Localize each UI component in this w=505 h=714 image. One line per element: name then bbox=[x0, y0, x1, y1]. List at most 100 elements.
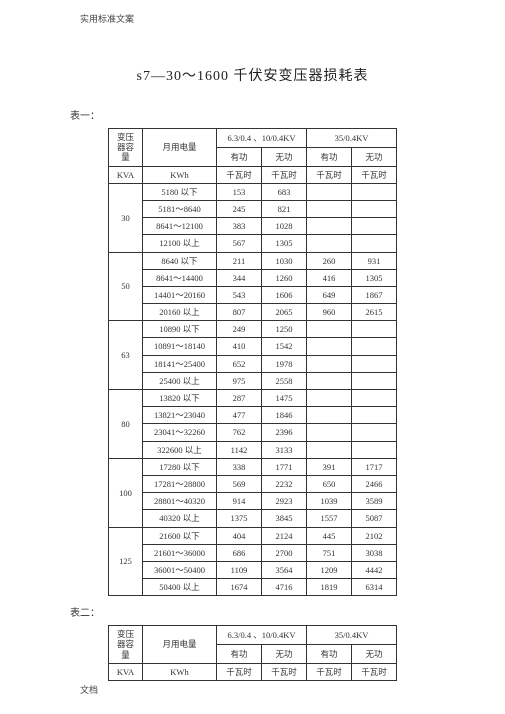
cell-usage: 322600 以上 bbox=[143, 441, 217, 458]
cell-usage: 17280 以下 bbox=[143, 458, 217, 475]
cell-usage: 8641～14400 bbox=[143, 269, 217, 286]
cell-usage: 50400 以上 bbox=[143, 579, 217, 596]
table-row: 25400 以上9752558 bbox=[109, 372, 397, 389]
cell-value: 391 bbox=[307, 458, 352, 475]
cell-value: 2232 bbox=[262, 475, 307, 492]
cell-value: 338 bbox=[217, 458, 262, 475]
cell-value: 3038 bbox=[352, 544, 397, 561]
cell-value: 5087 bbox=[352, 510, 397, 527]
th-usage: 月用电量 bbox=[143, 626, 217, 664]
th-unit: 千瓦时 bbox=[217, 166, 262, 183]
cell-value: 1030 bbox=[262, 252, 307, 269]
th-unit: 千瓦时 bbox=[352, 166, 397, 183]
table-row: 12521600 以下40421244452102 bbox=[109, 527, 397, 544]
cell-value bbox=[352, 407, 397, 424]
th-unit: 千瓦时 bbox=[262, 663, 307, 680]
th-unit: 千瓦时 bbox=[217, 663, 262, 680]
cell-value: 2615 bbox=[352, 304, 397, 321]
th-capacity: 变压器容量 bbox=[109, 129, 143, 167]
cell-value: 416 bbox=[307, 269, 352, 286]
cell-value: 3564 bbox=[262, 561, 307, 578]
cell-value: 914 bbox=[217, 493, 262, 510]
table-row: 8641～121003831028 bbox=[109, 218, 397, 235]
cell-value bbox=[307, 355, 352, 372]
cell-value: 751 bbox=[307, 544, 352, 561]
th-kva: KVA bbox=[109, 663, 143, 680]
table-row: 508640 以下2111030260931 bbox=[109, 252, 397, 269]
cell-value: 2466 bbox=[352, 475, 397, 492]
th-v1: 6.3/0.4 、10/0.4KV bbox=[217, 129, 307, 148]
cell-value bbox=[307, 407, 352, 424]
cell-value bbox=[307, 235, 352, 252]
cell-value: 2558 bbox=[262, 372, 307, 389]
cell-value: 686 bbox=[217, 544, 262, 561]
cell-usage: 21601～36000 bbox=[143, 544, 217, 561]
table-row: 17281～2880056922326502466 bbox=[109, 475, 397, 492]
table-row: 8641～1440034412604161305 bbox=[109, 269, 397, 286]
cell-value bbox=[352, 200, 397, 217]
cell-value bbox=[352, 372, 397, 389]
cell-value bbox=[307, 321, 352, 338]
cell-value: 1109 bbox=[217, 561, 262, 578]
cell-value: 1557 bbox=[307, 510, 352, 527]
cell-value bbox=[307, 200, 352, 217]
cell-value bbox=[307, 183, 352, 200]
loss-table-2: 变压器容量月用电量6.3/0.4 、10/0.4KV35/0.4KV有功无功有功… bbox=[108, 625, 397, 681]
cell-usage: 5181～8640 bbox=[143, 200, 217, 217]
cell-value: 1819 bbox=[307, 579, 352, 596]
cell-value: 1209 bbox=[307, 561, 352, 578]
cell-value: 569 bbox=[217, 475, 262, 492]
cell-usage: 40320 以上 bbox=[143, 510, 217, 527]
cell-value bbox=[352, 355, 397, 372]
cell-value: 2124 bbox=[262, 527, 307, 544]
cell-value bbox=[352, 183, 397, 200]
cell-value: 1475 bbox=[262, 390, 307, 407]
cell-capacity: 50 bbox=[109, 252, 143, 321]
header-note: 实用标准文案 bbox=[80, 12, 465, 25]
cell-value: 1606 bbox=[262, 286, 307, 303]
cell-value bbox=[352, 235, 397, 252]
th-reactive: 无功 bbox=[262, 645, 307, 664]
th-kva: KVA bbox=[109, 166, 143, 183]
table-row: 6310890 以下2491250 bbox=[109, 321, 397, 338]
cell-value: 652 bbox=[217, 355, 262, 372]
cell-usage: 13821～23040 bbox=[143, 407, 217, 424]
table-row: 40320 以上1375384515575087 bbox=[109, 510, 397, 527]
th-unit: 千瓦时 bbox=[262, 166, 307, 183]
cell-value bbox=[307, 390, 352, 407]
table-row: 21601～3600068627007513038 bbox=[109, 544, 397, 561]
th-reactive: 无功 bbox=[262, 147, 307, 166]
th-reactive: 无功 bbox=[352, 147, 397, 166]
th-kwh: KWh bbox=[143, 166, 217, 183]
document-title: s7—30～1600 千伏安变压器损耗表 bbox=[40, 65, 465, 85]
cell-value: 245 bbox=[217, 200, 262, 217]
cell-value: 1867 bbox=[352, 286, 397, 303]
cell-usage: 8641～12100 bbox=[143, 218, 217, 235]
cell-value: 445 bbox=[307, 527, 352, 544]
cell-value: 960 bbox=[307, 304, 352, 321]
cell-usage: 25400 以上 bbox=[143, 372, 217, 389]
cell-usage: 23041～32260 bbox=[143, 424, 217, 441]
table-row: 12100 以上5671305 bbox=[109, 235, 397, 252]
cell-value bbox=[352, 218, 397, 235]
cell-value: 2923 bbox=[262, 493, 307, 510]
cell-value: 1142 bbox=[217, 441, 262, 458]
cell-value: 249 bbox=[217, 321, 262, 338]
footer-note: 文档 bbox=[80, 683, 98, 696]
table1-label: 表一： bbox=[70, 107, 465, 122]
cell-value: 2065 bbox=[262, 304, 307, 321]
cell-capacity: 100 bbox=[109, 458, 143, 527]
cell-value: 807 bbox=[217, 304, 262, 321]
cell-value: 821 bbox=[262, 200, 307, 217]
cell-value: 3133 bbox=[262, 441, 307, 458]
cell-value: 1542 bbox=[262, 338, 307, 355]
table-row: 23041～322607622396 bbox=[109, 424, 397, 441]
cell-value bbox=[352, 321, 397, 338]
cell-usage: 12100 以上 bbox=[143, 235, 217, 252]
cell-value bbox=[352, 424, 397, 441]
cell-capacity: 63 bbox=[109, 321, 143, 390]
cell-value: 543 bbox=[217, 286, 262, 303]
cell-value: 1250 bbox=[262, 321, 307, 338]
th-capacity: 变压器容量 bbox=[109, 626, 143, 664]
cell-usage: 28801～40320 bbox=[143, 493, 217, 510]
